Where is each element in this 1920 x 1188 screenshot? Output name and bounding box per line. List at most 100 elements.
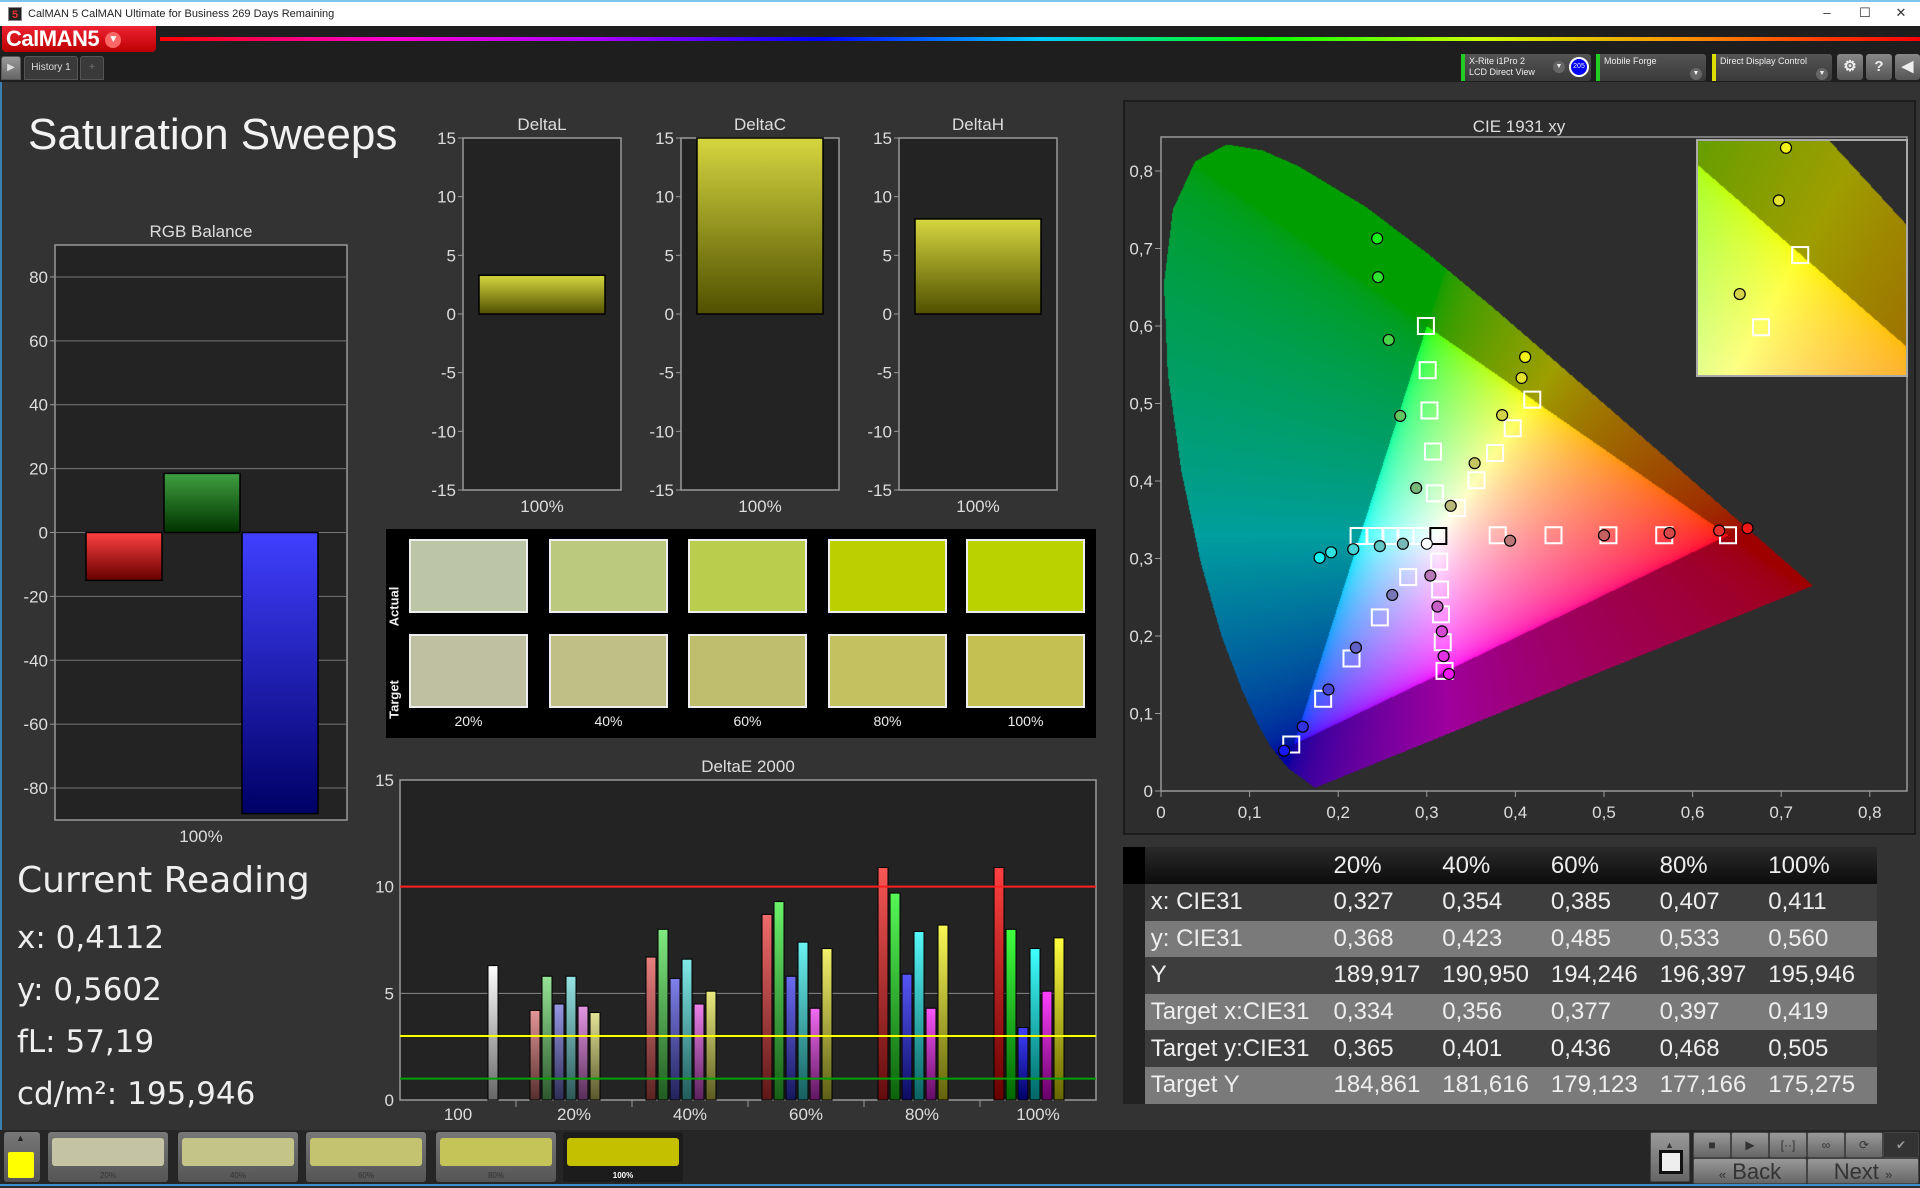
double-chevron-right-icon: »: [1885, 1167, 1893, 1182]
table-cell: 194,246: [1550, 961, 1638, 989]
rainbow-bar: [160, 37, 1920, 41]
sweep-thumbnail[interactable]: 40%: [178, 1132, 298, 1182]
minimize-button[interactable]: –: [1823, 5, 1831, 20]
sweep-thumbnail[interactable]: 20%: [48, 1132, 168, 1182]
app-header: CalMAN5 ▼ ▶ History 1 + X-Rite i1Pro 2 LC…: [0, 26, 1920, 82]
table-cell: 196,397: [1659, 961, 1747, 989]
close-button[interactable]: ✕: [1895, 5, 1907, 20]
table-cell: 0,419: [1768, 998, 1829, 1026]
display-status-stripe: [1712, 54, 1716, 81]
reading-value: 0,4112: [55, 920, 165, 956]
chevron-down-icon[interactable]: ▼: [1553, 61, 1565, 73]
chevron-down-icon: ▼: [1816, 68, 1828, 80]
play-arrow-icon: ▶: [7, 62, 15, 73]
stop-icon: ■: [1708, 1138, 1716, 1152]
sweep-thumbnail[interactable]: 80%: [436, 1132, 556, 1182]
chevron-down-icon: ▼: [105, 32, 122, 49]
table-cell: 0,354: [1442, 888, 1503, 916]
maximize-button[interactable]: ☐: [1859, 5, 1871, 20]
row-label: y: CIE31: [1150, 924, 1243, 952]
chevron-down-icon: ▼: [1690, 68, 1702, 80]
table-cell: 179,123: [1550, 1071, 1638, 1099]
table-cell: 190,950: [1442, 961, 1529, 989]
play-button[interactable]: ▶: [1731, 1132, 1769, 1158]
meter-badge[interactable]: 205: [1569, 57, 1589, 77]
white-pattern-icon: [1659, 1150, 1683, 1174]
footer-bar: ▲ 20% 40% 60% 80% 100% ▲ ■ ▶ [··] ∞ ⟳ ✔ « Ba…: [0, 1130, 1920, 1186]
range-button[interactable]: [··]: [1769, 1132, 1807, 1158]
table-cell: 184,861: [1333, 1071, 1421, 1099]
current-color-tile[interactable]: ▲: [4, 1132, 40, 1182]
table-row: x: CIE31 0,327 0,354 0,385 0,407 0,411: [1123, 884, 1877, 921]
table-cell: 195,946: [1768, 961, 1856, 989]
table-row: Target Y 184,861 181,616 179,123 177,166 175,…: [1123, 1066, 1877, 1104]
sweep-thumbnail[interactable]: 100%: [563, 1132, 683, 1182]
actual-swatch: [409, 539, 528, 613]
loop-icon: ∞: [1821, 1138, 1831, 1152]
pattern-button[interactable]: ▲: [1650, 1132, 1690, 1182]
table-header: 20% 40% 60% 80% 100%: [1123, 847, 1877, 884]
current-color-swatch: [8, 1152, 34, 1178]
thumbnail-label: 60%: [357, 1171, 374, 1180]
plus-icon: +: [89, 62, 95, 73]
meter-mode: LCD Direct View: [1469, 67, 1535, 77]
row-label: Target x:CIE31: [1150, 998, 1310, 1026]
expand-panel-button[interactable]: ▶: [1, 56, 21, 80]
tab-history-1[interactable]: History 1: [24, 56, 78, 80]
reading-item: y: 0,5602: [17, 972, 162, 1008]
meter-selector[interactable]: X-Rite i1Pro 2 LCD Direct View ▼ 205: [1461, 54, 1591, 81]
table-cell: 0,377: [1550, 998, 1611, 1026]
next-button[interactable]: Next »: [1807, 1158, 1919, 1184]
loop-button[interactable]: ∞: [1807, 1132, 1845, 1158]
actual-swatch: [966, 539, 1085, 613]
stop-button[interactable]: ■: [1693, 1132, 1731, 1158]
page-title: Saturation Sweeps: [28, 110, 398, 159]
refresh-icon: ⟳: [1858, 1138, 1870, 1152]
table-cell: 0,423: [1442, 924, 1503, 952]
tab-label: History 1: [31, 62, 71, 73]
reading-label: x:: [17, 920, 56, 956]
table-cell: 0,411: [1768, 888, 1827, 916]
help-button[interactable]: ?: [1866, 54, 1892, 80]
swatch-label: 80%: [873, 713, 902, 729]
table-cell: 0,397: [1659, 998, 1720, 1026]
calman-menu-button[interactable]: CalMAN5 ▼: [2, 26, 156, 52]
table-cell: 0,436: [1550, 1034, 1611, 1062]
table-cell: 177,166: [1659, 1071, 1747, 1099]
table-cell: 0,327: [1333, 888, 1394, 916]
collapse-button[interactable]: ◀: [1895, 54, 1920, 80]
row-label: Y: [1150, 961, 1167, 989]
logo-text: CalMAN5: [6, 26, 100, 51]
table-cell: 0,385: [1550, 888, 1611, 916]
source-selector[interactable]: Mobile Forge ▼: [1596, 54, 1706, 81]
collapse-left-icon: ◀: [1901, 58, 1914, 75]
double-chevron-left-icon: «: [1718, 1167, 1727, 1182]
table-row: Y 189,917 190,950 194,246 196,397 195,946: [1123, 957, 1877, 994]
display-selector[interactable]: Direct Display Control ▼: [1712, 54, 1832, 81]
swatch-label: 20%: [454, 713, 483, 729]
column-header: 100%: [1768, 851, 1830, 879]
add-tab-button[interactable]: +: [80, 56, 104, 80]
table-cell: 181,616: [1442, 1071, 1529, 1099]
refresh-button[interactable]: ⟳: [1845, 1132, 1883, 1158]
confirm-button[interactable]: ✔: [1883, 1132, 1919, 1158]
row-label: Target Y: [1150, 1071, 1240, 1099]
actual-swatch: [828, 539, 947, 613]
sweep-thumbnail[interactable]: 60%: [306, 1132, 426, 1182]
target-swatch: [409, 634, 528, 708]
settings-button[interactable]: ⚙: [1837, 54, 1863, 80]
table-cell: 0,365: [1333, 1034, 1394, 1062]
reading-item: cd/m²: 195,946: [17, 1076, 255, 1112]
row-label: Target y:CIE31: [1150, 1034, 1310, 1062]
target-swatch: [688, 634, 807, 708]
display-name: Direct Display Control: [1720, 56, 1808, 66]
app-icon: 5: [8, 7, 22, 21]
next-label: Next: [1833, 1159, 1879, 1184]
row-label: x: CIE31: [1150, 888, 1243, 916]
measurement-table: 20% 40% 60% 80% 100% x: CIE31 0,327 0,354 0,385 0…: [1123, 847, 1877, 1104]
reading-label: y:: [17, 972, 54, 1008]
back-button[interactable]: « Back: [1693, 1158, 1807, 1184]
table-cell: 0,533: [1659, 924, 1720, 952]
thumbnail-color: [182, 1138, 294, 1166]
thumbnail-label: 40%: [229, 1171, 246, 1180]
